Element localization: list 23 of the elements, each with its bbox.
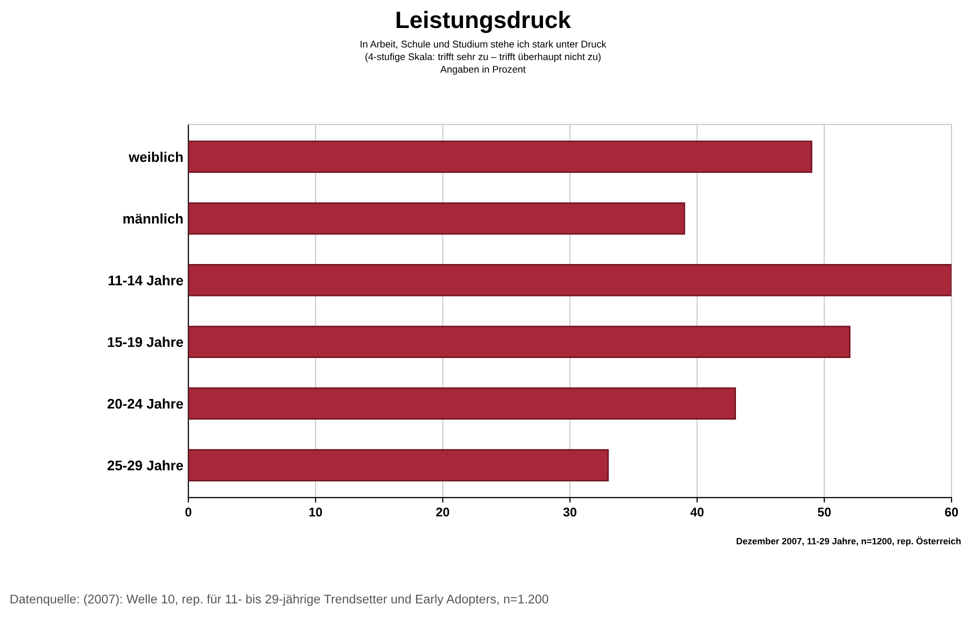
x-tick-label: 0 — [185, 508, 192, 517]
bar — [188, 140, 812, 173]
chart-title: Leistungsdruck — [396, 10, 571, 33]
text: Dezember 2007, 11-29 Jahre, n=1200, rep. Österreich — [736, 536, 961, 546]
y-tick-label: 20-24 Jahre — [108, 398, 184, 409]
bar — [188, 449, 609, 482]
x-tick-label: 10 — [309, 508, 322, 517]
x-tick-label: 40 — [690, 508, 704, 517]
bar — [188, 326, 850, 358]
y-tick-label: 11-14 Jahre — [108, 275, 184, 286]
bar — [188, 387, 736, 420]
text: Datenquelle: (2007): Welle 10, rep. für 11- bis 29-jährige Trendsetter und Early Adopters, n=1.200 — [10, 594, 548, 606]
x-tick-label: 20 — [436, 508, 450, 517]
y-tick-label: 25-29 Jahre — [108, 460, 184, 470]
y-tick-label: weiblich — [128, 152, 183, 162]
y-tick-label: 15-19 Jahre — [108, 336, 184, 348]
chart-subtitle: In Arbeit, Schule und Studium stehe ich stark unter Druck (4-stufige Skala: trifft sehr zu – trifft überhaupt nicht zu) Angaben in Prozent — [360, 40, 606, 75]
y-tick-label: männlich — [123, 213, 183, 224]
x-tick-label: 60 — [945, 508, 958, 517]
x-tick-label: 30 — [563, 508, 576, 517]
bar — [188, 202, 686, 235]
bar — [188, 264, 952, 296]
x-tick-label: 50 — [818, 508, 831, 517]
